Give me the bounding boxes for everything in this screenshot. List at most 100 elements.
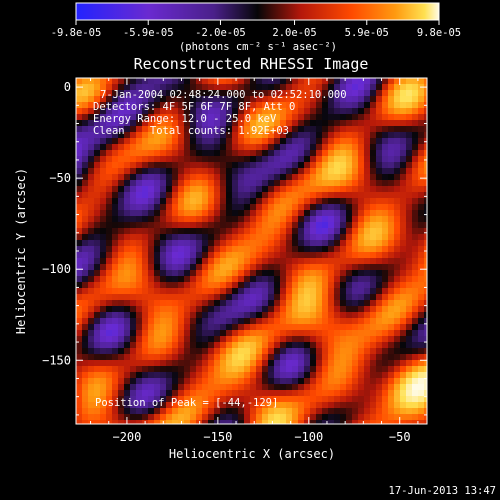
- heatmap-cell: [190, 78, 197, 85]
- heatmap-cell: [232, 384, 239, 391]
- heatmap-cell: [226, 258, 233, 265]
- heatmap-cell: [364, 282, 371, 289]
- heatmap-cell: [352, 114, 359, 121]
- heatmap-cell: [244, 318, 251, 325]
- heatmap-cell: [106, 366, 113, 373]
- heatmap-cell: [340, 336, 347, 343]
- heatmap-cell: [316, 348, 323, 355]
- heatmap-cell: [154, 108, 161, 115]
- heatmap-cell: [82, 168, 89, 175]
- heatmap-cell: [298, 108, 305, 115]
- heatmap-cell: [178, 156, 185, 163]
- heatmap-cell: [424, 246, 427, 253]
- heatmap-cell: [286, 288, 293, 295]
- heatmap-cell: [292, 306, 299, 313]
- heatmap-cell: [388, 288, 395, 295]
- heatmap-cell: [238, 192, 245, 199]
- heatmap-cell: [94, 204, 101, 211]
- heatmap-cell: [136, 396, 143, 403]
- heatmap-cell: [334, 414, 341, 421]
- heatmap-cell: [340, 210, 347, 217]
- heatmap-cell: [106, 222, 113, 229]
- heatmap-cell: [208, 132, 215, 139]
- heatmap-cell: [130, 366, 137, 373]
- heatmap-cell: [304, 414, 311, 421]
- heatmap-cell: [346, 414, 353, 421]
- heatmap-cell: [88, 234, 95, 241]
- heatmap-cell: [94, 384, 101, 391]
- heatmap-cell: [262, 84, 269, 91]
- heatmap-cell: [250, 408, 257, 415]
- heatmap-cell: [418, 342, 425, 349]
- heatmap-cell: [418, 228, 425, 235]
- heatmap-cell: [286, 150, 293, 157]
- heatmap-cell: [394, 240, 401, 247]
- heatmap-cell: [172, 168, 179, 175]
- heatmap-cell: [400, 276, 407, 283]
- heatmap-cell: [118, 132, 125, 139]
- heatmap-cell: [220, 378, 227, 385]
- heatmap-cell: [412, 402, 419, 409]
- heatmap-cell: [118, 366, 125, 373]
- heatmap-cell: [124, 186, 131, 193]
- heatmap-cell: [268, 102, 275, 109]
- heatmap-cell: [88, 270, 95, 277]
- heatmap-cell: [400, 126, 407, 133]
- heatmap-cell: [232, 300, 239, 307]
- heatmap-cell: [106, 150, 113, 157]
- heatmap-cell: [82, 384, 89, 391]
- heatmap-cell: [292, 372, 299, 379]
- heatmap-cell: [130, 324, 137, 331]
- heatmap-cell: [148, 414, 155, 421]
- heatmap-cell: [346, 114, 353, 121]
- heatmap-cell: [274, 330, 281, 337]
- heatmap-cell: [334, 390, 341, 397]
- heatmap-cell: [310, 246, 317, 253]
- heatmap-cell: [94, 126, 101, 133]
- heatmap-cell: [208, 138, 215, 145]
- heatmap-cell: [334, 372, 341, 379]
- heatmap-cell: [232, 396, 239, 403]
- heatmap-cell: [208, 414, 215, 421]
- heatmap-cell: [334, 270, 341, 277]
- heatmap-cell: [268, 366, 275, 373]
- heatmap-cell: [376, 366, 383, 373]
- heatmap-cell: [184, 84, 191, 91]
- footer-timestamp: 17-Jun-2013 13:47: [389, 485, 496, 497]
- heatmap-cell: [88, 306, 95, 313]
- heatmap-cell: [304, 114, 311, 121]
- heatmap-cell: [202, 240, 209, 247]
- heatmap-cell: [154, 138, 161, 145]
- heatmap-cell: [142, 186, 149, 193]
- heatmap-cell: [346, 150, 353, 157]
- heatmap-cell: [154, 150, 161, 157]
- heatmap-cell: [298, 366, 305, 373]
- heatmap-cell: [190, 102, 197, 109]
- heatmap-cell: [388, 90, 395, 97]
- heatmap-cell: [388, 162, 395, 169]
- heatmap-cell: [238, 210, 245, 217]
- heatmap-cell: [280, 186, 287, 193]
- heatmap-cell: [82, 198, 89, 205]
- heatmap-cell: [226, 132, 233, 139]
- heatmap-cell: [190, 396, 197, 403]
- heatmap-cell: [190, 276, 197, 283]
- heatmap-cell: [388, 276, 395, 283]
- heatmap-cell: [358, 150, 365, 157]
- heatmap-cell: [394, 108, 401, 115]
- heatmap-cell: [76, 294, 83, 301]
- heatmap-cell: [370, 120, 377, 127]
- heatmap-cell: [166, 276, 173, 283]
- heatmap-cell: [226, 78, 233, 85]
- heatmap-cell: [142, 138, 149, 145]
- heatmap-cell: [208, 366, 215, 373]
- heatmap-cell: [130, 132, 137, 139]
- heatmap-cell: [136, 114, 143, 121]
- heatmap-cell: [208, 228, 215, 235]
- heatmap-cell: [280, 162, 287, 169]
- heatmap-cell: [358, 120, 365, 127]
- heatmap-cell: [412, 366, 419, 373]
- heatmap-cell: [316, 186, 323, 193]
- heatmap-cell: [136, 216, 143, 223]
- heatmap-cell: [352, 288, 359, 295]
